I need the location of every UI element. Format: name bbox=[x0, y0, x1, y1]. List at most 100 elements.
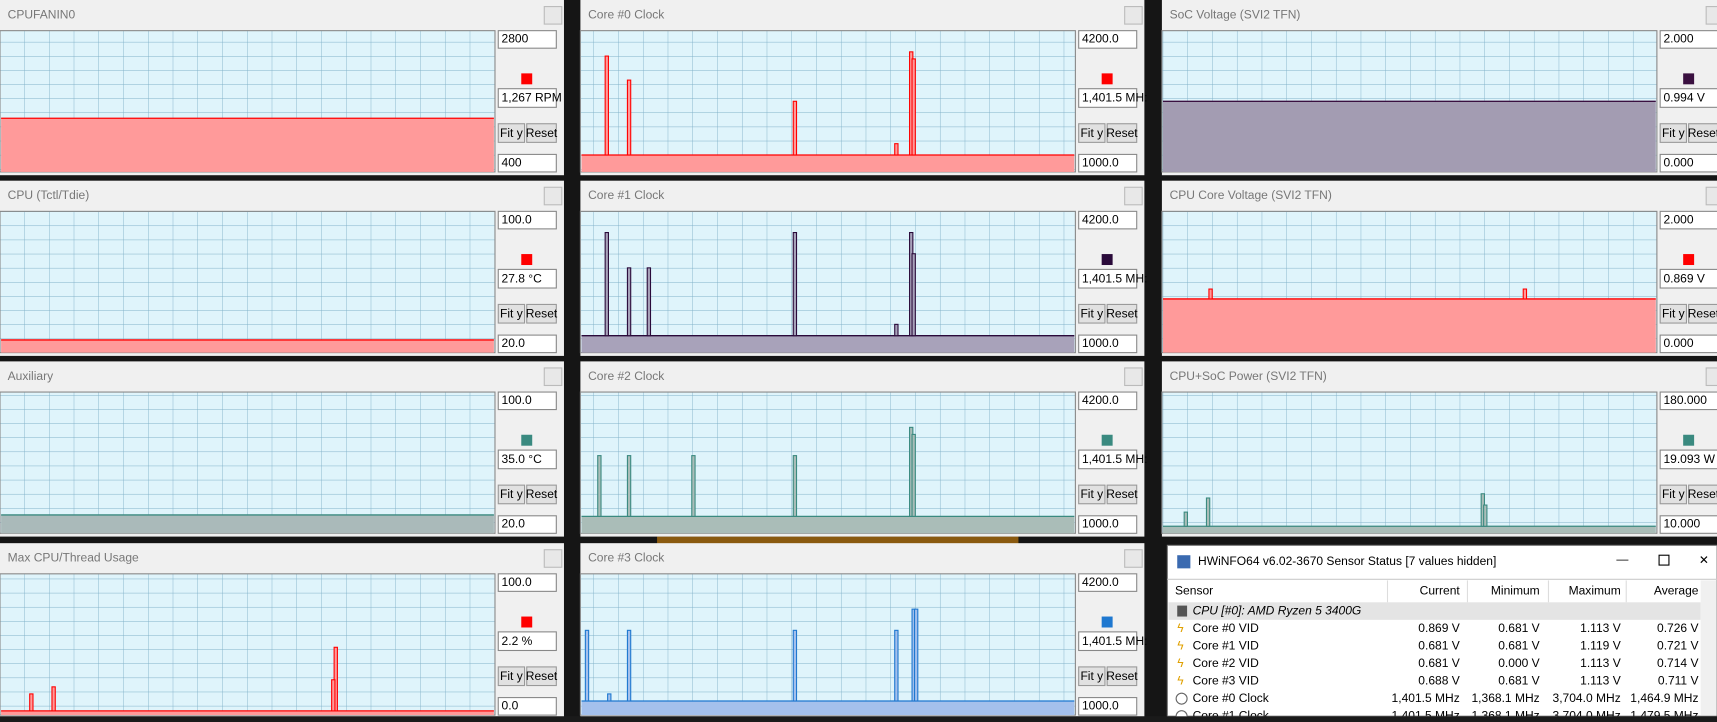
fit-button[interactable] bbox=[497, 123, 526, 143]
color-marker bbox=[1101, 434, 1113, 446]
graph-area bbox=[579, 30, 1076, 173]
min-box bbox=[1659, 153, 1717, 173]
graph-panel: Auxiliary 100.0 35.0 °C Fit y Reset 20.0 bbox=[0, 361, 564, 537]
trace-fill bbox=[581, 700, 1075, 716]
current-label: 1,401.5 MH: bbox=[1082, 452, 1148, 466]
reset-label: Reset bbox=[1106, 669, 1138, 683]
cell: 3,704.0 MHz bbox=[1553, 691, 1621, 705]
cell: 0.711 V bbox=[1658, 673, 1699, 687]
reset-label: Reset bbox=[1688, 306, 1717, 320]
color-marker bbox=[1101, 73, 1113, 85]
trace-spike bbox=[894, 323, 899, 337]
min-box bbox=[1078, 515, 1138, 534]
fit-button[interactable] bbox=[1078, 666, 1106, 687]
graph-area bbox=[579, 210, 1076, 354]
cell: 1.113 V bbox=[1580, 621, 1621, 635]
fit-label: Fit y bbox=[500, 306, 523, 320]
trace-spike bbox=[691, 455, 696, 517]
max-box bbox=[497, 210, 557, 230]
fit-button[interactable] bbox=[1659, 484, 1688, 505]
cell: Core #0 Clock bbox=[1193, 691, 1270, 705]
fit-button[interactable] bbox=[1659, 123, 1688, 143]
current-box bbox=[1659, 449, 1717, 470]
color-marker bbox=[521, 73, 533, 85]
max-label: 2.000 bbox=[1663, 32, 1693, 46]
close-button[interactable]: ✕ bbox=[1699, 553, 1709, 567]
max-label: 4200.0 bbox=[1082, 393, 1119, 407]
reset-button[interactable] bbox=[1106, 666, 1138, 687]
trace-fill bbox=[581, 154, 1075, 172]
max-box bbox=[1078, 30, 1138, 49]
color-marker bbox=[521, 254, 533, 266]
fit-label: Fit y bbox=[1080, 306, 1103, 320]
trace-spike bbox=[1483, 504, 1488, 527]
trace-spike bbox=[1522, 288, 1528, 300]
color-marker bbox=[1683, 254, 1695, 266]
trace-spike bbox=[792, 231, 798, 337]
column-header: Minimum bbox=[1491, 584, 1540, 598]
min-label: 1000.0 bbox=[1082, 517, 1119, 531]
column-header: Maximum bbox=[1569, 584, 1621, 598]
cell: 1,464.9 MHz bbox=[1630, 691, 1698, 705]
trace-fill bbox=[1, 514, 494, 534]
max-label: 4200.0 bbox=[1082, 212, 1119, 226]
min-box bbox=[1659, 515, 1717, 534]
reset-button[interactable] bbox=[526, 303, 557, 324]
trace-spike bbox=[646, 267, 652, 337]
fit-button[interactable] bbox=[497, 303, 526, 324]
app-icon bbox=[1177, 555, 1191, 569]
trace-fill bbox=[581, 516, 1075, 534]
color-marker bbox=[521, 434, 533, 446]
fit-button[interactable] bbox=[1078, 303, 1106, 324]
reset-button[interactable] bbox=[1688, 303, 1717, 324]
current-box bbox=[1078, 268, 1138, 289]
reset-button[interactable] bbox=[1688, 123, 1717, 143]
min-box bbox=[497, 697, 557, 716]
max-label: 2800 bbox=[502, 32, 529, 46]
max-button[interactable] bbox=[1658, 554, 1670, 566]
close-box bbox=[1124, 549, 1143, 568]
fit-button[interactable] bbox=[1078, 484, 1106, 505]
volt-icon: ϟ bbox=[1177, 656, 1184, 670]
reset-button[interactable] bbox=[1688, 484, 1717, 505]
graph-panel: CPU Core Voltage (SVI2 TFN) 2.000 0.869 V F… bbox=[1161, 180, 1717, 356]
fit-button[interactable] bbox=[497, 484, 526, 505]
graph-panel: CPU+SoC Power (SVI2 TFN) 180.000 19.093 W F… bbox=[1161, 361, 1717, 537]
graph-panel: CPUFANIN0 2800 1,267 RPM Fit y Reset 400 bbox=[0, 0, 564, 176]
reset-button[interactable] bbox=[1106, 484, 1138, 505]
reset-button[interactable] bbox=[1106, 303, 1138, 324]
cell: 0.681 V bbox=[1418, 656, 1459, 670]
trace-spike bbox=[29, 693, 34, 712]
min-label: 20.0 bbox=[502, 336, 526, 350]
reset-button[interactable] bbox=[1106, 123, 1138, 143]
panel-title: Core #2 Clock bbox=[588, 369, 665, 383]
max-box bbox=[1659, 30, 1717, 49]
fit-label: Fit y bbox=[1662, 126, 1685, 140]
color-marker bbox=[1683, 434, 1695, 446]
cell: 1,368.1 MHz bbox=[1471, 708, 1539, 716]
cell: Core #3 VID bbox=[1193, 673, 1260, 687]
panel-title: CPU Core Voltage (SVI2 TFN) bbox=[1170, 188, 1332, 202]
fit-button[interactable] bbox=[1078, 123, 1106, 143]
max-label: 100.0 bbox=[502, 212, 532, 226]
current-box bbox=[497, 449, 557, 470]
window-bg bbox=[1166, 544, 1717, 717]
fit-button[interactable] bbox=[497, 666, 526, 687]
trace-spike bbox=[626, 79, 632, 156]
reset-button[interactable] bbox=[526, 123, 557, 143]
current-box bbox=[497, 268, 557, 289]
cell: 1,401.5 MHz bbox=[1392, 708, 1460, 716]
cell: Core #0 VID bbox=[1193, 621, 1260, 635]
reset-button[interactable] bbox=[526, 484, 557, 505]
panel-title: Max CPU/Thread Usage bbox=[8, 551, 139, 565]
trace-spike bbox=[792, 455, 798, 517]
min-button[interactable]: — bbox=[1616, 552, 1629, 566]
reset-label: Reset bbox=[526, 306, 558, 320]
current-box bbox=[497, 631, 557, 652]
graph-area bbox=[579, 573, 1076, 716]
reset-button[interactable] bbox=[526, 666, 557, 687]
column-header: Current bbox=[1420, 584, 1461, 598]
fit-button[interactable] bbox=[1659, 303, 1688, 324]
min-box bbox=[497, 153, 557, 173]
